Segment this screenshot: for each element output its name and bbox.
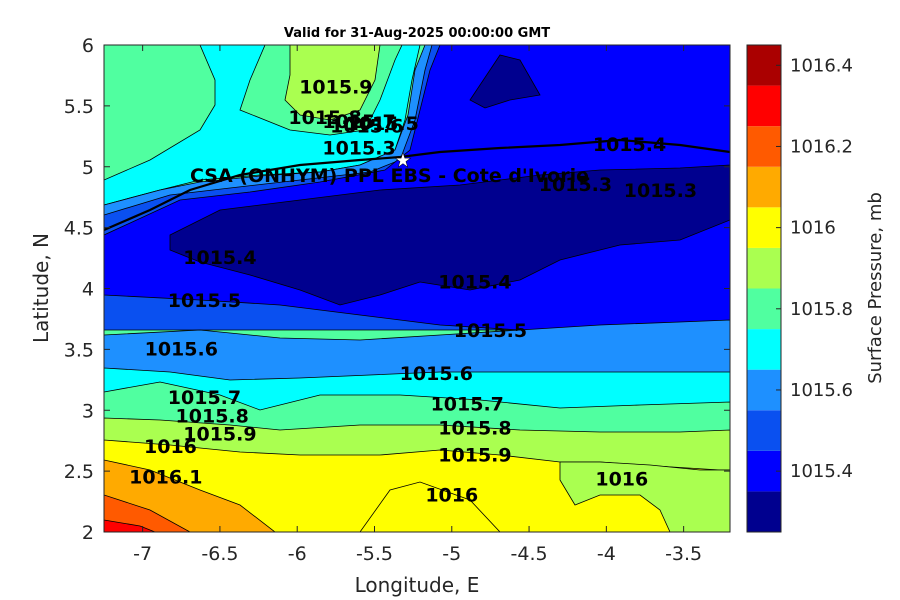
colorbar-swatch bbox=[747, 288, 781, 330]
colorbar-swatch bbox=[747, 247, 781, 289]
band-yellowgreen-north bbox=[284, 45, 381, 121]
contour-label: 1015.4 bbox=[438, 272, 511, 294]
contour-field bbox=[104, 45, 730, 532]
colorbar-swatch bbox=[747, 369, 781, 411]
colorbar-tick-label: 1016.4 bbox=[790, 55, 853, 76]
y-tick-label: 5 bbox=[82, 157, 94, 179]
contour-label: 1016.1 bbox=[129, 466, 202, 488]
colorbar-swatch bbox=[747, 85, 781, 127]
contour-label: 1015.5 bbox=[454, 320, 527, 342]
contour-label: 1015.4 bbox=[183, 247, 256, 269]
band-1015-3-northern-cell bbox=[469, 54, 541, 109]
x-tick-label: -3.5 bbox=[665, 543, 702, 565]
colorbar-tick-label: 1016 bbox=[790, 218, 836, 239]
contour-label: 1015.3 bbox=[322, 138, 395, 160]
x-axis-label: Longitude, E bbox=[355, 573, 480, 597]
band-cyan-north bbox=[104, 45, 421, 206]
station-marker-group: ★ CSA (ONHYM) PPL EBS - Cote d'Ivorie bbox=[190, 148, 589, 187]
contour-label: 1015.7 bbox=[322, 111, 395, 133]
contour-label: 1015.5 bbox=[346, 113, 419, 135]
contour-label: 1015.8 bbox=[438, 418, 511, 440]
station-star-icon: ★ bbox=[394, 148, 412, 172]
contour-label: 1015.6 bbox=[145, 338, 218, 360]
contour-label: 1015.4 bbox=[593, 134, 666, 156]
colorbar-frame bbox=[746, 44, 782, 533]
chart-title: Valid for 31-Aug-2025 00:00:00 GMT bbox=[284, 26, 550, 41]
colorbar-label: Surface Pressure, mb bbox=[865, 192, 886, 384]
colorbar-swatch bbox=[747, 207, 781, 248]
y-tick-label: 5.5 bbox=[64, 96, 94, 118]
y-axis-label: Latitude, N bbox=[29, 233, 53, 343]
y-tick-label: 6 bbox=[82, 35, 94, 57]
contour-label: 1016 bbox=[144, 436, 197, 458]
x-tick-label: -7 bbox=[133, 543, 152, 565]
x-tick-label: -6.5 bbox=[201, 543, 238, 565]
band-1016-green-southeast bbox=[559, 461, 730, 532]
x-tick-label: -4.5 bbox=[511, 543, 548, 565]
contour-label: 1015.9 bbox=[438, 444, 511, 466]
colorbar-swatch bbox=[747, 410, 781, 451]
contour-label: 1015.3 bbox=[624, 180, 697, 202]
colorbar-tick-label: 1015.6 bbox=[790, 380, 853, 401]
colorbar-swatch bbox=[747, 450, 781, 492]
x-tick-label: -4 bbox=[597, 543, 616, 565]
colorbar-swatch bbox=[747, 45, 781, 86]
contour-label: 1015.7 bbox=[431, 393, 504, 415]
colorbar-swatch bbox=[747, 329, 781, 370]
band-1016-yellow-south bbox=[359, 481, 501, 532]
x-tick-label: -6 bbox=[288, 543, 307, 565]
contour-label: 1015.9 bbox=[183, 424, 256, 446]
x-tick-label: -5.5 bbox=[356, 543, 393, 565]
x-tick-label: -5 bbox=[442, 543, 461, 565]
y-tick-label: 3.5 bbox=[64, 339, 94, 361]
band-1015-3-core bbox=[169, 164, 730, 306]
y-axis-ticks: 2 2.5 3 3.5 4 4.5 5 5.5 6 bbox=[64, 35, 730, 544]
y-tick-label: 2 bbox=[82, 522, 94, 544]
colorbar-tick-label: 1015.4 bbox=[790, 461, 853, 482]
x-axis-ticks: -7 -6.5 -6 -5.5 -5 -4.5 -4 -3.5 bbox=[133, 45, 702, 565]
colorbar-tick-label: 1016.2 bbox=[790, 136, 853, 157]
colorbar: 1015.4 1015.6 1015.8 1016 1016.2 1016.4 bbox=[746, 44, 853, 533]
contour-label: 1016 bbox=[425, 485, 478, 507]
colorbar-swatch bbox=[747, 126, 781, 167]
contour-label: 1015.6 bbox=[330, 116, 403, 138]
contour-label: 1016 bbox=[595, 469, 648, 491]
colorbar-swatch bbox=[747, 491, 781, 532]
contour-label: 1015.8 bbox=[176, 405, 249, 427]
contour-label: 1015.5 bbox=[168, 290, 241, 312]
contour-label: 1015.7 bbox=[168, 387, 241, 409]
station-label: CSA (ONHYM) PPL EBS - Cote d'Ivorie bbox=[190, 165, 589, 187]
contour-label: 1015.8 bbox=[288, 107, 361, 129]
colorbar-tick-label: 1015.8 bbox=[790, 299, 853, 320]
y-tick-label: 4.5 bbox=[64, 218, 94, 240]
y-tick-label: 4 bbox=[82, 279, 94, 301]
y-tick-label: 3 bbox=[82, 400, 94, 422]
band-1016-2 bbox=[104, 494, 191, 532]
contour-label: 1015.3 bbox=[539, 174, 612, 196]
colorbar-swatch bbox=[747, 166, 781, 208]
coastline bbox=[104, 138, 730, 232]
y-tick-label: 2.5 bbox=[64, 461, 94, 483]
contour-label: 1015.9 bbox=[299, 77, 372, 99]
contour-label: 1015.6 bbox=[400, 363, 473, 385]
